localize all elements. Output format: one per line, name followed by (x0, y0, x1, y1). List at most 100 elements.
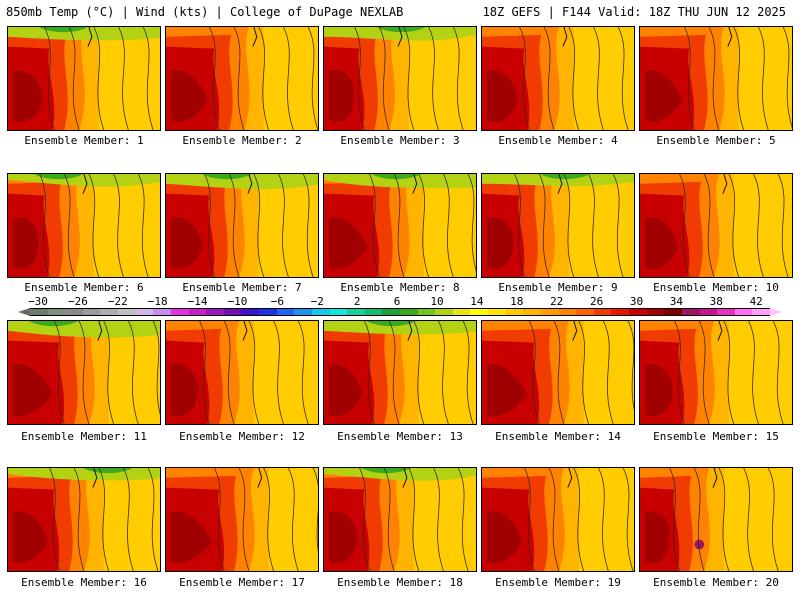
colorbar-tick-label: 26 (589, 295, 604, 308)
ensemble-member-label: Ensemble Member: 19 (495, 576, 621, 589)
colorbar-swatch (135, 308, 154, 316)
ensemble-member-label: Ensemble Member: 1 (24, 134, 144, 147)
colorbar-high-arrow (770, 308, 782, 316)
colorbar-swatch (435, 308, 454, 316)
chart-title: 850mb Temp (°C) | Wind (kts) | College o… (6, 5, 404, 19)
colorbar-tick-label: 42 (749, 295, 763, 308)
ensemble-member-label: Ensemble Member: 20 (653, 576, 779, 589)
colorbar-swatch (611, 308, 630, 316)
ensemble-member-map (323, 467, 477, 572)
colorbar-swatch (188, 308, 207, 316)
colorbar-tick-label: −30 (28, 295, 48, 308)
colorbar-tick-label: −10 (227, 295, 248, 308)
ensemble-member-map (165, 173, 319, 278)
colorbar-swatch (170, 308, 190, 316)
ensemble-member-label: Ensemble Member: 17 (179, 576, 305, 589)
ensemble-member-map (7, 320, 161, 425)
ensemble-member-map (7, 173, 161, 278)
colorbar (30, 308, 771, 316)
colorbar-swatch (540, 308, 560, 316)
colorbar-swatch (153, 308, 172, 316)
colorbar-swatch (646, 308, 665, 316)
colorbar-swatch (452, 308, 471, 316)
colorbar-tick-label: 38 (709, 295, 723, 308)
ensemble-member-label: Ensemble Member: 11 (21, 430, 147, 443)
ensemble-member-map (165, 467, 319, 572)
colorbar-swatch (523, 308, 542, 316)
ensemble-member-map (165, 320, 319, 425)
ensemble-member-label: Ensemble Member: 14 (495, 430, 621, 443)
colorbar-swatch (311, 308, 330, 316)
colorbar-swatch (294, 308, 313, 316)
ensemble-member-map (639, 173, 793, 278)
colorbar-swatch (118, 308, 137, 316)
colorbar-swatch (400, 308, 419, 316)
colorbar-swatch (699, 308, 718, 316)
colorbar-swatch (488, 308, 507, 316)
colorbar-swatch (82, 308, 101, 316)
ensemble-member-map (165, 26, 319, 131)
ensemble-member-label: Ensemble Member: 13 (337, 430, 463, 443)
colorbar-swatch (505, 308, 524, 316)
colorbar-tick-label: 2 (353, 295, 361, 308)
colorbar-swatch (65, 308, 84, 316)
ensemble-member-label: Ensemble Member: 8 (340, 281, 460, 294)
colorbar-swatch (206, 308, 225, 316)
ensemble-member-label: Ensemble Member: 12 (179, 430, 305, 443)
colorbar-tick-label: 10 (430, 295, 444, 308)
ensemble-member-map (323, 173, 477, 278)
colorbar-swatch (30, 308, 49, 316)
colorbar-swatch (382, 308, 401, 316)
colorbar-tick-label: −2 (310, 295, 324, 308)
ensemble-member-label: Ensemble Member: 4 (498, 134, 618, 147)
ensemble-member-map (481, 173, 635, 278)
colorbar-swatch (223, 308, 242, 316)
colorbar-tick-label: 34 (669, 295, 684, 308)
colorbar-tick-label: 30 (629, 295, 644, 308)
ensemble-member-map (481, 320, 635, 425)
ensemble-member-label: Ensemble Member: 2 (182, 134, 302, 147)
ensemble-member-map (639, 467, 793, 572)
ensemble-member-map (481, 26, 635, 131)
ensemble-member-label: Ensemble Member: 5 (656, 134, 776, 147)
colorbar-swatch (470, 308, 489, 316)
ensemble-member-label: Ensemble Member: 15 (653, 430, 779, 443)
ensemble-member-label: Ensemble Member: 7 (182, 281, 302, 294)
colorbar-swatch (576, 308, 595, 316)
colorbar-swatch (629, 308, 648, 316)
colorbar-tick-label: −22 (107, 295, 128, 308)
colorbar-swatch (241, 308, 260, 316)
ensemble-member-map (639, 26, 793, 131)
colorbar-swatch (259, 308, 278, 316)
colorbar-swatch (100, 308, 119, 316)
ensemble-member-map (7, 467, 161, 572)
ensemble-member-map (323, 26, 477, 131)
ensemble-member-map (639, 320, 793, 425)
run-info: 18Z GEFS | F144 Valid: 18Z THU JUN 12 20… (482, 5, 786, 19)
colorbar-tick-label: −6 (270, 295, 285, 308)
ensemble-member-label: Ensemble Member: 3 (340, 134, 460, 147)
colorbar-swatch (664, 308, 683, 316)
colorbar-swatch (276, 308, 295, 316)
ensemble-member-label: Ensemble Member: 10 (653, 281, 779, 294)
colorbar-tick-label: 14 (470, 295, 484, 308)
ensemble-member-map (323, 320, 477, 425)
colorbar-swatch (47, 308, 66, 316)
colorbar-swatch (752, 308, 771, 316)
colorbar-tick-label: 6 (393, 295, 401, 308)
colorbar-swatch (717, 308, 736, 316)
colorbar-tick-label: 18 (510, 295, 524, 308)
colorbar-swatch (329, 308, 348, 316)
ensemble-member-map (481, 467, 635, 572)
colorbar-swatch (593, 308, 612, 316)
ensemble-member-label: Ensemble Member: 16 (21, 576, 147, 589)
colorbar-swatch (417, 308, 436, 316)
colorbar-swatch (734, 308, 753, 316)
colorbar-tick-label: 22 (550, 295, 564, 308)
colorbar-swatch (347, 308, 366, 316)
ensemble-member-map (7, 26, 161, 131)
ensemble-member-label: Ensemble Member: 18 (337, 576, 463, 589)
ensemble-member-label: Ensemble Member: 9 (498, 281, 618, 294)
colorbar-tick-label: −14 (187, 295, 208, 308)
colorbar-swatch (364, 308, 383, 316)
